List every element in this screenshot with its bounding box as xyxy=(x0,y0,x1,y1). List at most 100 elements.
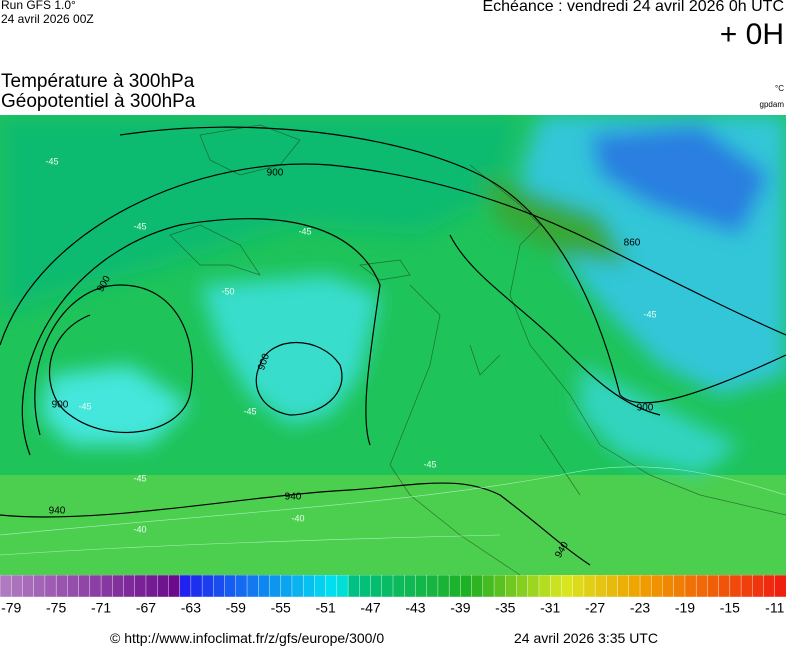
colorbar-swatch xyxy=(651,575,663,598)
colorbar-swatch xyxy=(280,575,293,598)
colorbar-swatch xyxy=(426,575,439,598)
colorbar-swatch xyxy=(471,575,484,598)
colorbar-swatch xyxy=(235,575,248,598)
colorbar-swatch xyxy=(752,575,765,598)
colorbar-label: -67 xyxy=(136,600,156,616)
isotherm-label: -45 xyxy=(133,473,146,483)
isotherm-label: -45 xyxy=(78,401,91,411)
isotherm-label: -45 xyxy=(45,156,58,166)
colorbar-swatch xyxy=(67,575,80,598)
colorbar-swatch xyxy=(269,575,282,598)
colorbar-swatch xyxy=(392,575,405,598)
colorbar-swatch xyxy=(0,575,12,598)
colorbar-label: -19 xyxy=(675,600,695,616)
colorbar-swatch xyxy=(201,575,214,598)
isotherm-label: -45 xyxy=(643,309,656,319)
colorbar-swatch xyxy=(415,575,428,598)
isotherm-label: -40 xyxy=(291,513,304,523)
isotherm-label: -40 xyxy=(133,524,146,534)
colorbar-swatch xyxy=(606,575,619,598)
isotherm-label: -45 xyxy=(133,221,146,231)
unit-temp: °C xyxy=(775,84,784,93)
echeance: Echéance : vendredi 24 avril 2026 0h UTC xyxy=(482,0,784,15)
colorbar-swatch xyxy=(437,575,450,598)
colorbar-swatch xyxy=(89,575,102,598)
contour-label: 940 xyxy=(285,492,302,503)
colorbar-swatch xyxy=(246,575,259,598)
colorbar-swatch xyxy=(291,575,304,598)
run: Run GFS 1.0° xyxy=(1,0,76,12)
title-geo: Géopotentiel à 300hPa xyxy=(1,91,196,112)
colorbar-swatch xyxy=(213,575,226,598)
unit-geo: gpdam xyxy=(759,100,784,109)
colorbar-label: -55 xyxy=(271,600,291,616)
colorbar-label: -31 xyxy=(540,600,560,616)
colorbar-swatch xyxy=(224,575,237,598)
footer-url[interactable]: © http://www.infoclimat.fr/z/gfs/europe/… xyxy=(110,630,385,646)
colorbar-swatch xyxy=(493,575,506,598)
isotherm-label: -45 xyxy=(423,459,436,469)
contour-label: 900 xyxy=(267,168,284,179)
colorbar-swatch xyxy=(538,575,551,598)
colorbar-swatch xyxy=(347,575,360,598)
colorbar-swatch xyxy=(729,575,742,598)
colorbar-swatch xyxy=(583,575,596,598)
colorbar-swatch xyxy=(617,575,630,598)
colorbar-swatch xyxy=(123,575,136,598)
colorbar-swatch xyxy=(381,575,394,598)
colorbar-swatch xyxy=(505,575,518,598)
colorbar-swatch xyxy=(404,575,416,598)
footer-time: 24 avril 2026 3:35 UTC xyxy=(514,630,658,646)
colorbar-swatch xyxy=(572,575,585,598)
colorbar-swatch xyxy=(639,575,652,598)
colorbar-swatch xyxy=(550,575,562,598)
colorbar-label: -79 xyxy=(1,600,21,616)
colorbar-swatch xyxy=(336,575,349,598)
colorbar-label: -75 xyxy=(46,600,66,616)
colorbar-swatch xyxy=(707,575,720,598)
colorbar-label: -35 xyxy=(495,600,515,616)
colorbar-label: -59 xyxy=(226,600,246,616)
colorbar-swatch xyxy=(740,575,753,598)
colorbar-swatch xyxy=(695,575,708,598)
isotherm-label: -45 xyxy=(243,406,256,416)
contour-label: 900 xyxy=(52,400,69,411)
colorbar-swatch xyxy=(774,575,786,598)
colorbar-swatch xyxy=(718,575,731,598)
colorbar-swatch xyxy=(190,575,203,598)
colorbar-swatch xyxy=(55,575,68,598)
colorbar-swatch xyxy=(482,575,495,598)
colorbar-swatch xyxy=(302,575,315,598)
colorbar-label: -27 xyxy=(585,600,605,616)
colorbar-label: -11 xyxy=(765,600,784,616)
colorbar-swatch xyxy=(44,575,57,598)
colorbar-label: -39 xyxy=(450,600,470,616)
colorbar-label: -51 xyxy=(316,600,336,616)
colorbar-swatch xyxy=(22,575,35,598)
contour-label: 900 xyxy=(637,403,654,414)
colorbar-swatch xyxy=(763,575,776,598)
colorbar-swatch xyxy=(448,575,461,598)
run-date: 24 avril 2026 00Z xyxy=(1,12,94,26)
colorbar-swatch xyxy=(325,575,338,598)
colorbar-swatch xyxy=(561,575,574,598)
contour-label: 860 xyxy=(624,238,641,249)
colorbar-swatch xyxy=(145,575,158,598)
isotherm-label: -45 xyxy=(298,226,311,236)
colorbar-label: -47 xyxy=(360,600,380,616)
title-temp: Température à 300hPa xyxy=(1,71,195,92)
colorbar-label: -23 xyxy=(630,600,650,616)
colorbar-swatch xyxy=(168,575,181,598)
colorbar-swatch xyxy=(258,575,270,598)
colorbar-swatch xyxy=(628,575,641,598)
colorbar-swatch xyxy=(370,575,383,598)
colorbar-swatch xyxy=(527,575,540,598)
colorbar-swatch xyxy=(100,575,113,598)
lead-time: + 0H xyxy=(719,18,784,51)
colorbar-swatch xyxy=(460,575,473,598)
colorbar-label: -15 xyxy=(720,600,740,616)
colorbar-swatch xyxy=(516,575,529,598)
isotherm-label: -50 xyxy=(221,286,234,296)
